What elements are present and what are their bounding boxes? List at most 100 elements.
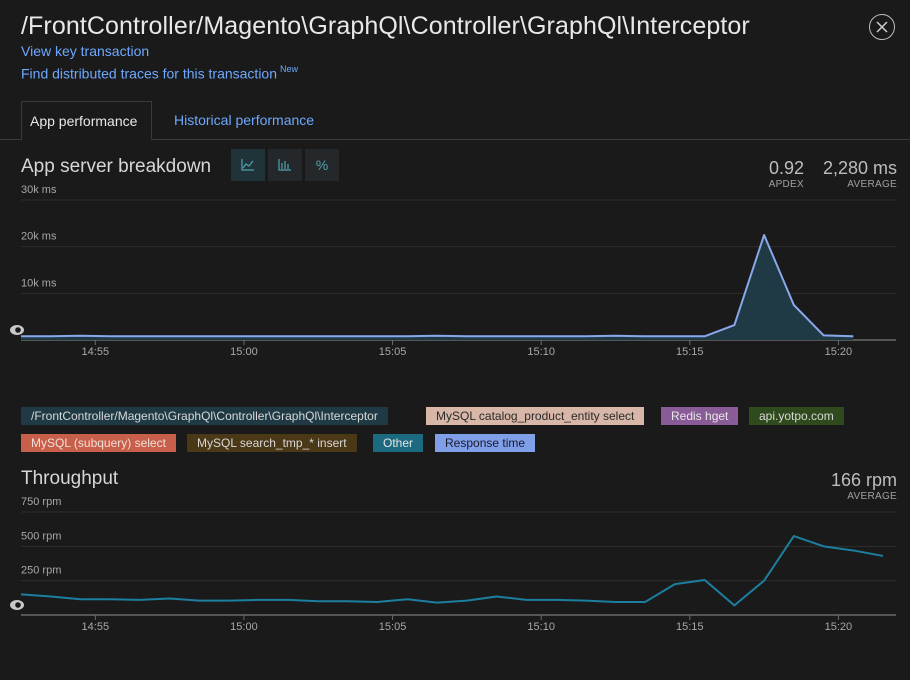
data-point: [763, 234, 765, 236]
data-point: [793, 535, 795, 537]
data-point: [822, 545, 824, 547]
y-tick-label: 250 rpm: [21, 565, 61, 577]
legend-item-other[interactable]: Other: [373, 434, 424, 452]
data-point: [228, 599, 230, 601]
view-key-transaction-link[interactable]: View key transaction: [21, 43, 150, 59]
data-point: [466, 599, 468, 601]
legend-item-mysql-subquery[interactable]: MySQL (subquery) select: [21, 434, 176, 452]
breakdown-average-label: AVERAGE: [847, 179, 897, 190]
data-point: [20, 335, 22, 337]
data-point: [20, 593, 22, 595]
data-point: [466, 335, 468, 337]
data-point: [585, 335, 587, 337]
data-point: [555, 335, 557, 337]
data-point: [347, 335, 349, 337]
data-point: [317, 600, 319, 602]
x-tick-label: 15:15: [676, 621, 704, 633]
percent-view-button[interactable]: %: [305, 149, 339, 181]
x-tick-label: 15:20: [825, 621, 853, 633]
throughput-average-value: 166 rpm: [830, 470, 897, 490]
x-tick-label: 15:05: [379, 621, 407, 633]
apdex-label: APDEX: [768, 179, 804, 190]
x-tick-label: 15:15: [676, 346, 704, 358]
data-point: [644, 601, 646, 603]
page-title: /FrontController/Magento\GraphQl\Control…: [21, 12, 750, 40]
tab-historical-performance[interactable]: Historical performance: [174, 112, 315, 128]
new-badge: New: [280, 64, 299, 74]
data-point: [495, 595, 497, 597]
legend-item-redis-hget[interactable]: Redis hget: [661, 407, 739, 425]
data-point: [585, 599, 587, 601]
legend-item-mysql-search-tmp[interactable]: MySQL search_tmp_* insert: [187, 434, 357, 452]
bar-chart-view-button[interactable]: [268, 149, 302, 181]
data-point: [852, 335, 854, 337]
y-tick-label: 20k ms: [21, 231, 57, 243]
series-line: [20, 535, 884, 607]
data-point: [882, 555, 884, 557]
data-point: [287, 599, 289, 601]
data-point: [436, 601, 438, 603]
data-point: [258, 335, 260, 337]
data-point: [822, 334, 824, 336]
data-point: [109, 335, 111, 337]
data-point: [555, 599, 557, 601]
distributed-traces-row: Find distributed traces for this transac…: [21, 64, 298, 83]
legend-item-interceptor[interactable]: /FrontController/Magento\GraphQl\Control…: [21, 407, 388, 425]
close-icon: [876, 21, 888, 33]
data-point: [139, 599, 141, 601]
y-tick-label: 10k ms: [21, 277, 57, 289]
distributed-traces-link[interactable]: Find distributed traces for this transac…: [21, 65, 278, 82]
data-point: [168, 597, 170, 599]
data-point: [79, 335, 81, 337]
data-point: [674, 335, 676, 337]
legend-item-api-yotpo[interactable]: api.yotpo.com: [749, 407, 844, 425]
data-point: [347, 600, 349, 602]
data-point: [198, 335, 200, 337]
data-point: [376, 335, 378, 337]
data-point: [406, 335, 408, 337]
x-tick-label: 14:55: [82, 346, 110, 358]
x-tick-label: 14:55: [82, 621, 110, 633]
data-point: [406, 598, 408, 600]
x-tick-label: 15:20: [825, 346, 853, 358]
y-tick-label: 30k ms: [21, 185, 57, 196]
x-tick-label: 15:00: [230, 346, 258, 358]
data-point: [50, 595, 52, 597]
eye-icon: [10, 600, 24, 610]
area-chart-view-button[interactable]: [231, 149, 265, 181]
throughput-chart[interactable]: 750 rpm 500 rpm 250 rpm 14:55 15:00 15:05 15:1…: [0, 497, 910, 637]
data-point: [703, 579, 705, 581]
legend-item-mysql-catalog[interactable]: MySQL catalog_product_entity select: [426, 407, 645, 425]
data-point: [168, 335, 170, 337]
data-point: [614, 601, 616, 603]
data-point: [50, 335, 52, 337]
data-point: [793, 304, 795, 306]
data-point: [614, 335, 616, 337]
bar-chart-icon: [278, 159, 291, 171]
data-point: [436, 335, 438, 337]
percent-icon: %: [315, 157, 329, 173]
data-point: [644, 335, 646, 337]
data-point: [733, 604, 735, 606]
data-point: [287, 335, 289, 337]
data-point: [763, 579, 765, 581]
breakdown-chart[interactable]: 30k ms 20k ms 10k ms 14:55 15:00 15:05 15:10 15…: [0, 185, 910, 360]
close-button[interactable]: [869, 14, 895, 40]
throughput-average-label: AVERAGE: [847, 491, 897, 502]
x-tick-label: 15:00: [230, 621, 258, 633]
legend-item-response-time[interactable]: Response time: [435, 434, 536, 452]
tab-app-performance[interactable]: App performance: [21, 101, 152, 140]
x-tick-label: 15:10: [527, 346, 555, 358]
data-point: [198, 599, 200, 601]
data-point: [703, 335, 705, 337]
data-point: [525, 599, 527, 601]
apdex-value: 0.92: [768, 158, 804, 178]
eye-icon: [10, 325, 24, 335]
data-point: [317, 335, 319, 337]
data-point: [376, 601, 378, 603]
data-point: [139, 335, 141, 337]
data-point: [228, 335, 230, 337]
data-point: [852, 549, 854, 551]
series-line: [21, 234, 854, 338]
breakdown-average-value: 2,280 ms: [822, 158, 897, 178]
